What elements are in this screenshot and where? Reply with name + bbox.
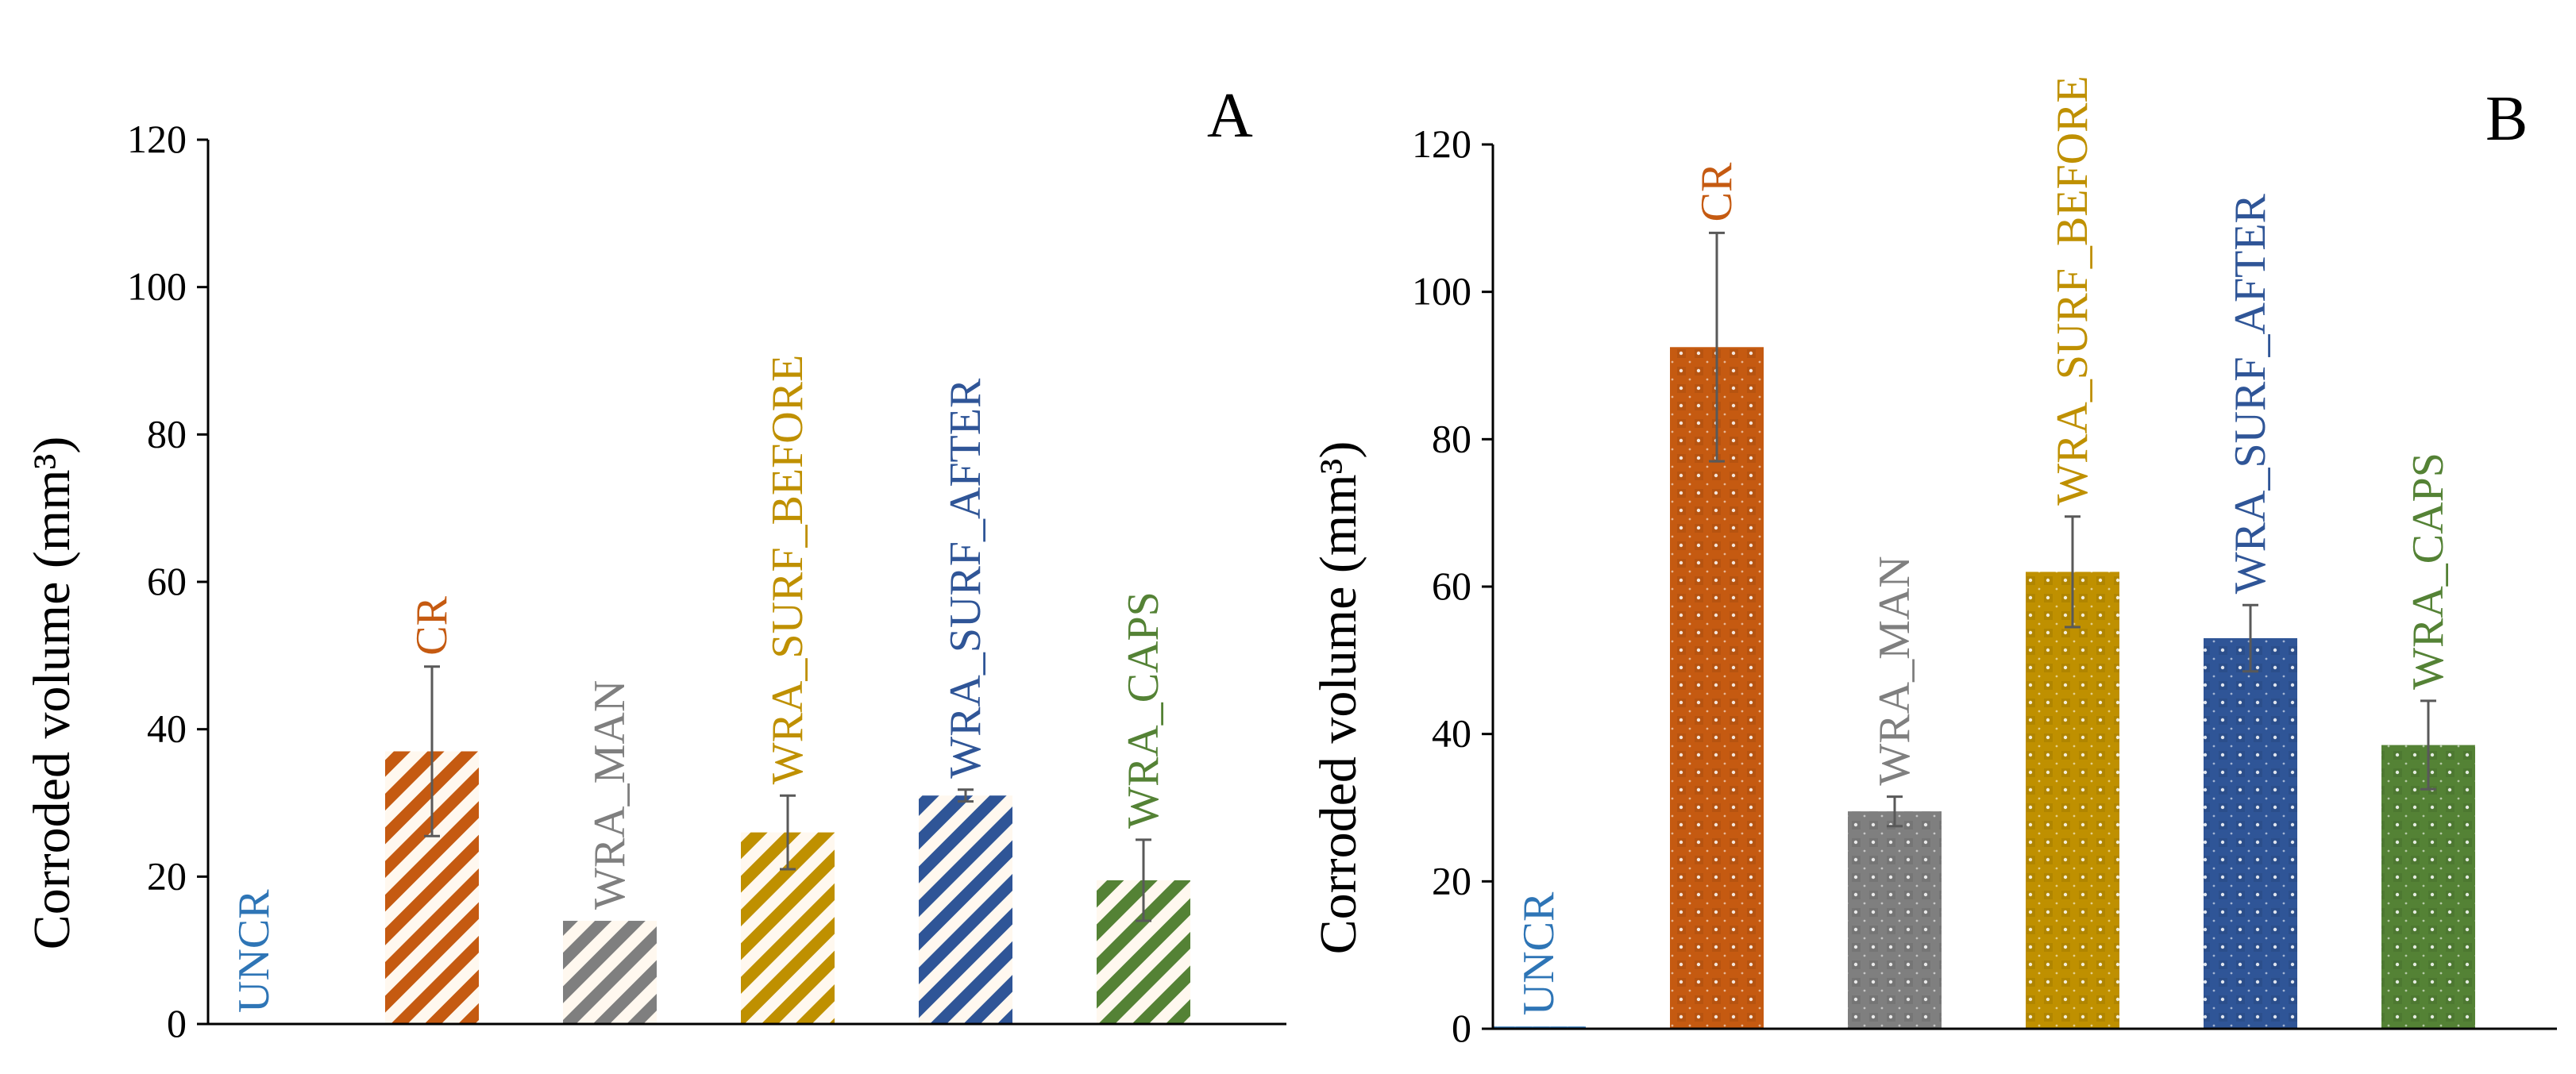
panel-b-bar-wra-surf-after xyxy=(2204,637,2297,1029)
panel-a-y-ticks: 0 20 40 60 80 100 120 xyxy=(127,117,208,1045)
panel-b: UNCR CR WRA_MAN WRA_SURF_BEFORE WRA_SURF_AFT… xyxy=(1309,75,2557,1050)
panel-a-category-labels: UNCR CR WRA_MAN WRA_SURF_BEFORE WRA_SURF_AFT… xyxy=(229,355,1168,1013)
panel-a-y-tick-label: 100 xyxy=(127,264,187,309)
panel-a-bar-wra-man xyxy=(563,921,657,1024)
panel-a-category-label-cr: CR xyxy=(407,595,457,655)
panel-b-category-label-wra-surf-before: WRA_SURF_BEFORE xyxy=(2048,75,2097,505)
panel-a-y-axis-label: Corroded volume (mm³) xyxy=(23,437,81,950)
panel-b-y-tick-label: 0 xyxy=(1452,1006,1471,1050)
panel-b-category-label-wra-surf-after: WRA_SURF_AFTER xyxy=(2226,193,2275,594)
panel-a-category-label-wra-caps: WRA_CAPS xyxy=(1119,591,1168,829)
panel-b-y-tick-label: 40 xyxy=(1432,711,1471,756)
panel-a-category-label-wra-surf-after: WRA_SURF_AFTER xyxy=(941,378,990,779)
panel-b-y-tick-label: 20 xyxy=(1432,858,1471,903)
panel-a: UNCR CR WRA_MAN WRA_SURF_BEFORE WRA_SURF_AFT… xyxy=(23,81,1286,1045)
panel-b-y-tick-label: 60 xyxy=(1432,564,1471,608)
panel-a-category-label-wra-man: WRA_MAN xyxy=(585,680,634,910)
panel-b-category-label-wra-man: WRA_MAN xyxy=(1870,556,1919,785)
panel-b-bar-wra-man xyxy=(1848,811,1942,1029)
panel-a-category-label-wra-surf-before: WRA_SURF_BEFORE xyxy=(763,355,812,784)
panel-b-error-bars xyxy=(1709,231,2436,828)
panel-a-y-tick-label: 40 xyxy=(147,706,187,751)
panel-b-bar-wra-surf-before xyxy=(2026,572,2119,1029)
panel-a-label: A xyxy=(1207,81,1253,151)
panel-b-y-tick-label: 100 xyxy=(1412,269,1471,314)
panel-b-y-axis-label: Corroded volume (mm³) xyxy=(1309,441,1367,955)
panel-a-y-tick-label: 60 xyxy=(147,559,187,603)
panel-b-category-label-cr: CR xyxy=(1692,162,1741,221)
panel-b-category-label-uncr: UNCR xyxy=(1514,891,1564,1015)
panel-a-y-tick-label: 80 xyxy=(147,411,187,456)
panel-b-y-ticks: 0 20 40 60 80 100 120 xyxy=(1412,121,1493,1050)
panel-a-error-bars xyxy=(424,665,1151,922)
panel-a-bars xyxy=(385,751,1190,1024)
panel-b-bars xyxy=(1492,347,2475,1030)
panel-a-bar-wra-surf-after xyxy=(919,795,1012,1024)
panel-b-y-tick-label: 80 xyxy=(1432,416,1471,460)
panel-a-y-tick-label: 20 xyxy=(147,853,187,898)
panel-a-y-tick-label: 120 xyxy=(127,117,187,161)
panel-b-category-labels: UNCR CR WRA_MAN WRA_SURF_BEFORE WRA_SURF_AFT… xyxy=(1514,75,2453,1015)
panel-b-label: B xyxy=(2485,84,2528,154)
panel-b-y-tick-label: 120 xyxy=(1412,121,1471,166)
panel-b-bar-wra-caps xyxy=(2381,745,2475,1029)
panel-b-category-label-wra-caps: WRA_CAPS xyxy=(2404,452,2453,690)
panel-a-category-label-uncr: UNCR xyxy=(229,889,279,1013)
panel-a-y-tick-label: 0 xyxy=(167,1001,187,1045)
